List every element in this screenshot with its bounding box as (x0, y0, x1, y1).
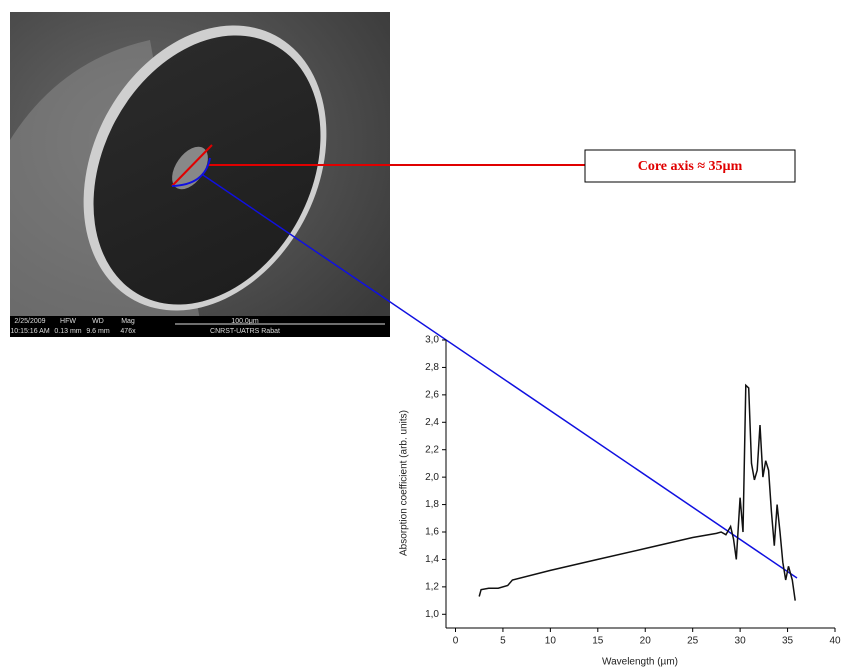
x-tick-label: 40 (829, 636, 841, 647)
x-tick-label: 10 (545, 636, 557, 647)
x-axis-label: Wavelength (µm) (602, 657, 678, 668)
data-line (479, 385, 795, 600)
sem-label: Mag (121, 318, 135, 325)
y-tick-label: 2,4 (425, 417, 439, 428)
figure: Core axis ≈ 35µm Absorption coefficient … (0, 0, 842, 671)
sem-label: HFW (60, 318, 76, 325)
sem-label: 100.0μm (231, 318, 259, 325)
x-tick-label: 30 (735, 636, 747, 647)
y-axis-label: Absorption coefficient (arb. units) (399, 410, 410, 556)
link-line (203, 175, 797, 578)
y-tick-label: 1,0 (425, 609, 439, 620)
x-tick-label: 25 (687, 636, 699, 647)
x-tick-label: 0 (453, 636, 459, 647)
y-tick-label: 2,2 (425, 444, 439, 455)
x-tick-label: 15 (592, 636, 604, 647)
annotation: Core axis ≈ 35µm (638, 159, 743, 174)
y-tick-label: 2,6 (425, 389, 439, 400)
sem-label: 476x (120, 328, 136, 335)
sem-label: 0.13 mm (54, 328, 81, 335)
y-tick-label: 2,0 (425, 472, 439, 483)
y-tick-label: 3,0 (425, 335, 439, 346)
sem-label: 2/25/2009 (14, 318, 45, 325)
x-tick-label: 35 (782, 636, 794, 647)
y-tick-label: 1,2 (425, 581, 439, 592)
y-tick-label: 1,4 (425, 554, 439, 565)
y-tick-label: 1,6 (425, 527, 439, 538)
sem-label: 9.6 mm (86, 328, 110, 335)
sem-label: 10:15:16 AM (10, 328, 49, 335)
sem-label: WD (92, 318, 104, 325)
y-tick-label: 2,8 (425, 362, 439, 373)
x-tick-label: 20 (640, 636, 652, 647)
x-tick-label: 5 (500, 636, 506, 647)
sem-label: CNRST-UATRS Rabat (210, 328, 280, 335)
y-tick-label: 1,8 (425, 499, 439, 510)
